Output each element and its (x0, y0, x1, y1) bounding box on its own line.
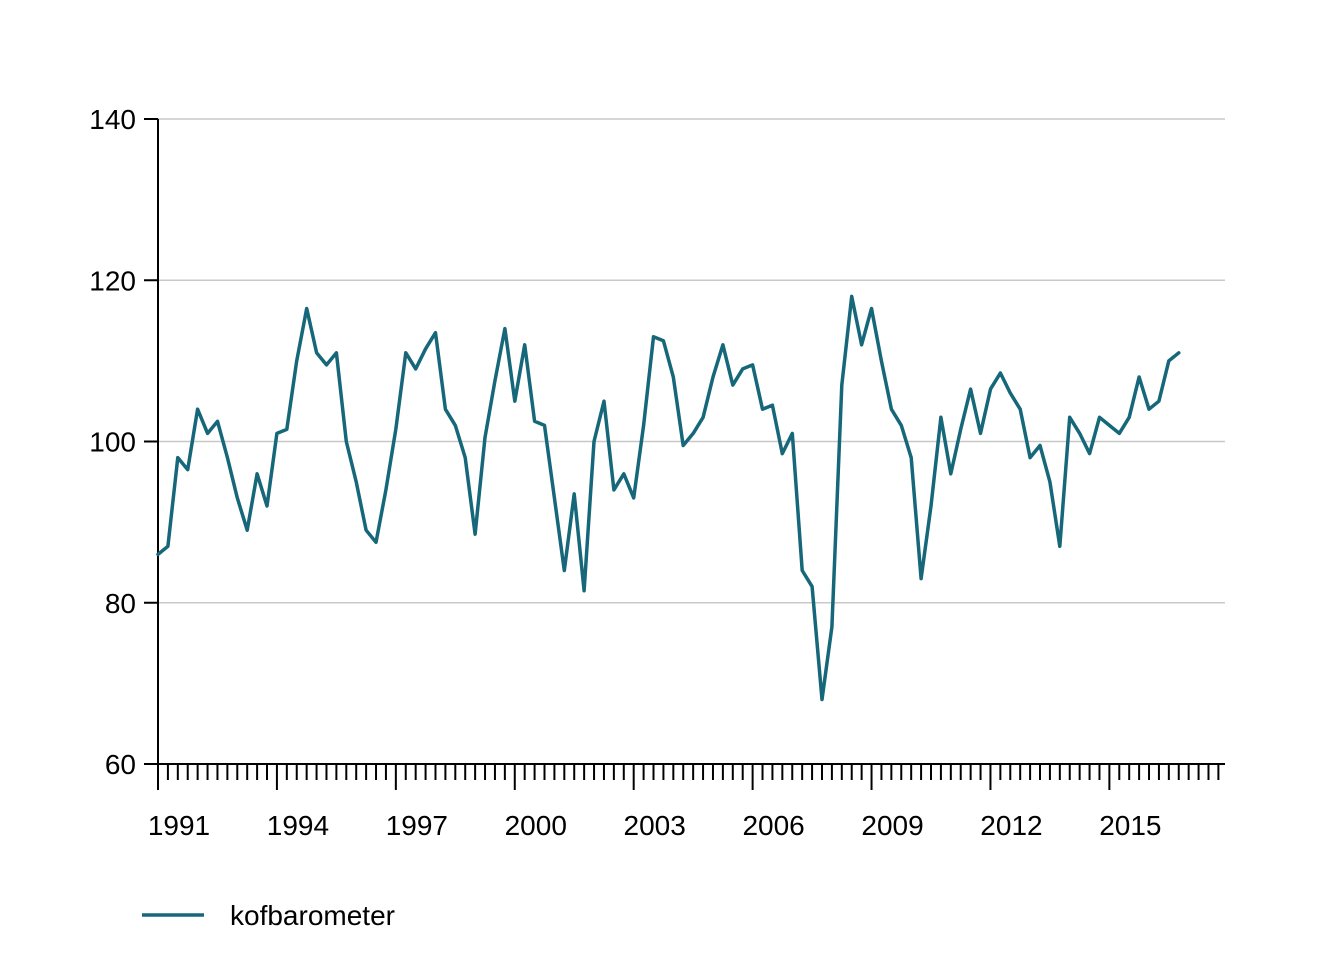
axes: 60 80 100 120 140 1991 1994 1997 2000 2003 2006 200… (89, 104, 1225, 841)
legend-label: kofbarometer (230, 900, 395, 931)
legend: kofbarometer (142, 900, 395, 931)
x-tick-label: 2015 (1099, 810, 1161, 841)
y-tick-label: 140 (89, 104, 136, 135)
x-tick-label: 1994 (267, 810, 329, 841)
x-tick-label: 2003 (624, 810, 686, 841)
x-tick-label: 2006 (742, 810, 804, 841)
y-tick-label: 120 (89, 265, 136, 296)
x-tick-label: 2009 (861, 810, 923, 841)
series-line-kofbarometer (156, 294, 1181, 702)
gridlines (158, 118, 1225, 604)
x-tick-label: 1991 (148, 810, 210, 841)
y-tick-label: 60 (105, 749, 136, 780)
y-tick-label: 80 (105, 588, 136, 619)
series-layer (156, 294, 1181, 702)
y-tick-label: 100 (89, 427, 136, 458)
x-tick-label: 1997 (386, 810, 448, 841)
x-tick-label: 2012 (980, 810, 1042, 841)
x-tick-label: 2000 (505, 810, 567, 841)
